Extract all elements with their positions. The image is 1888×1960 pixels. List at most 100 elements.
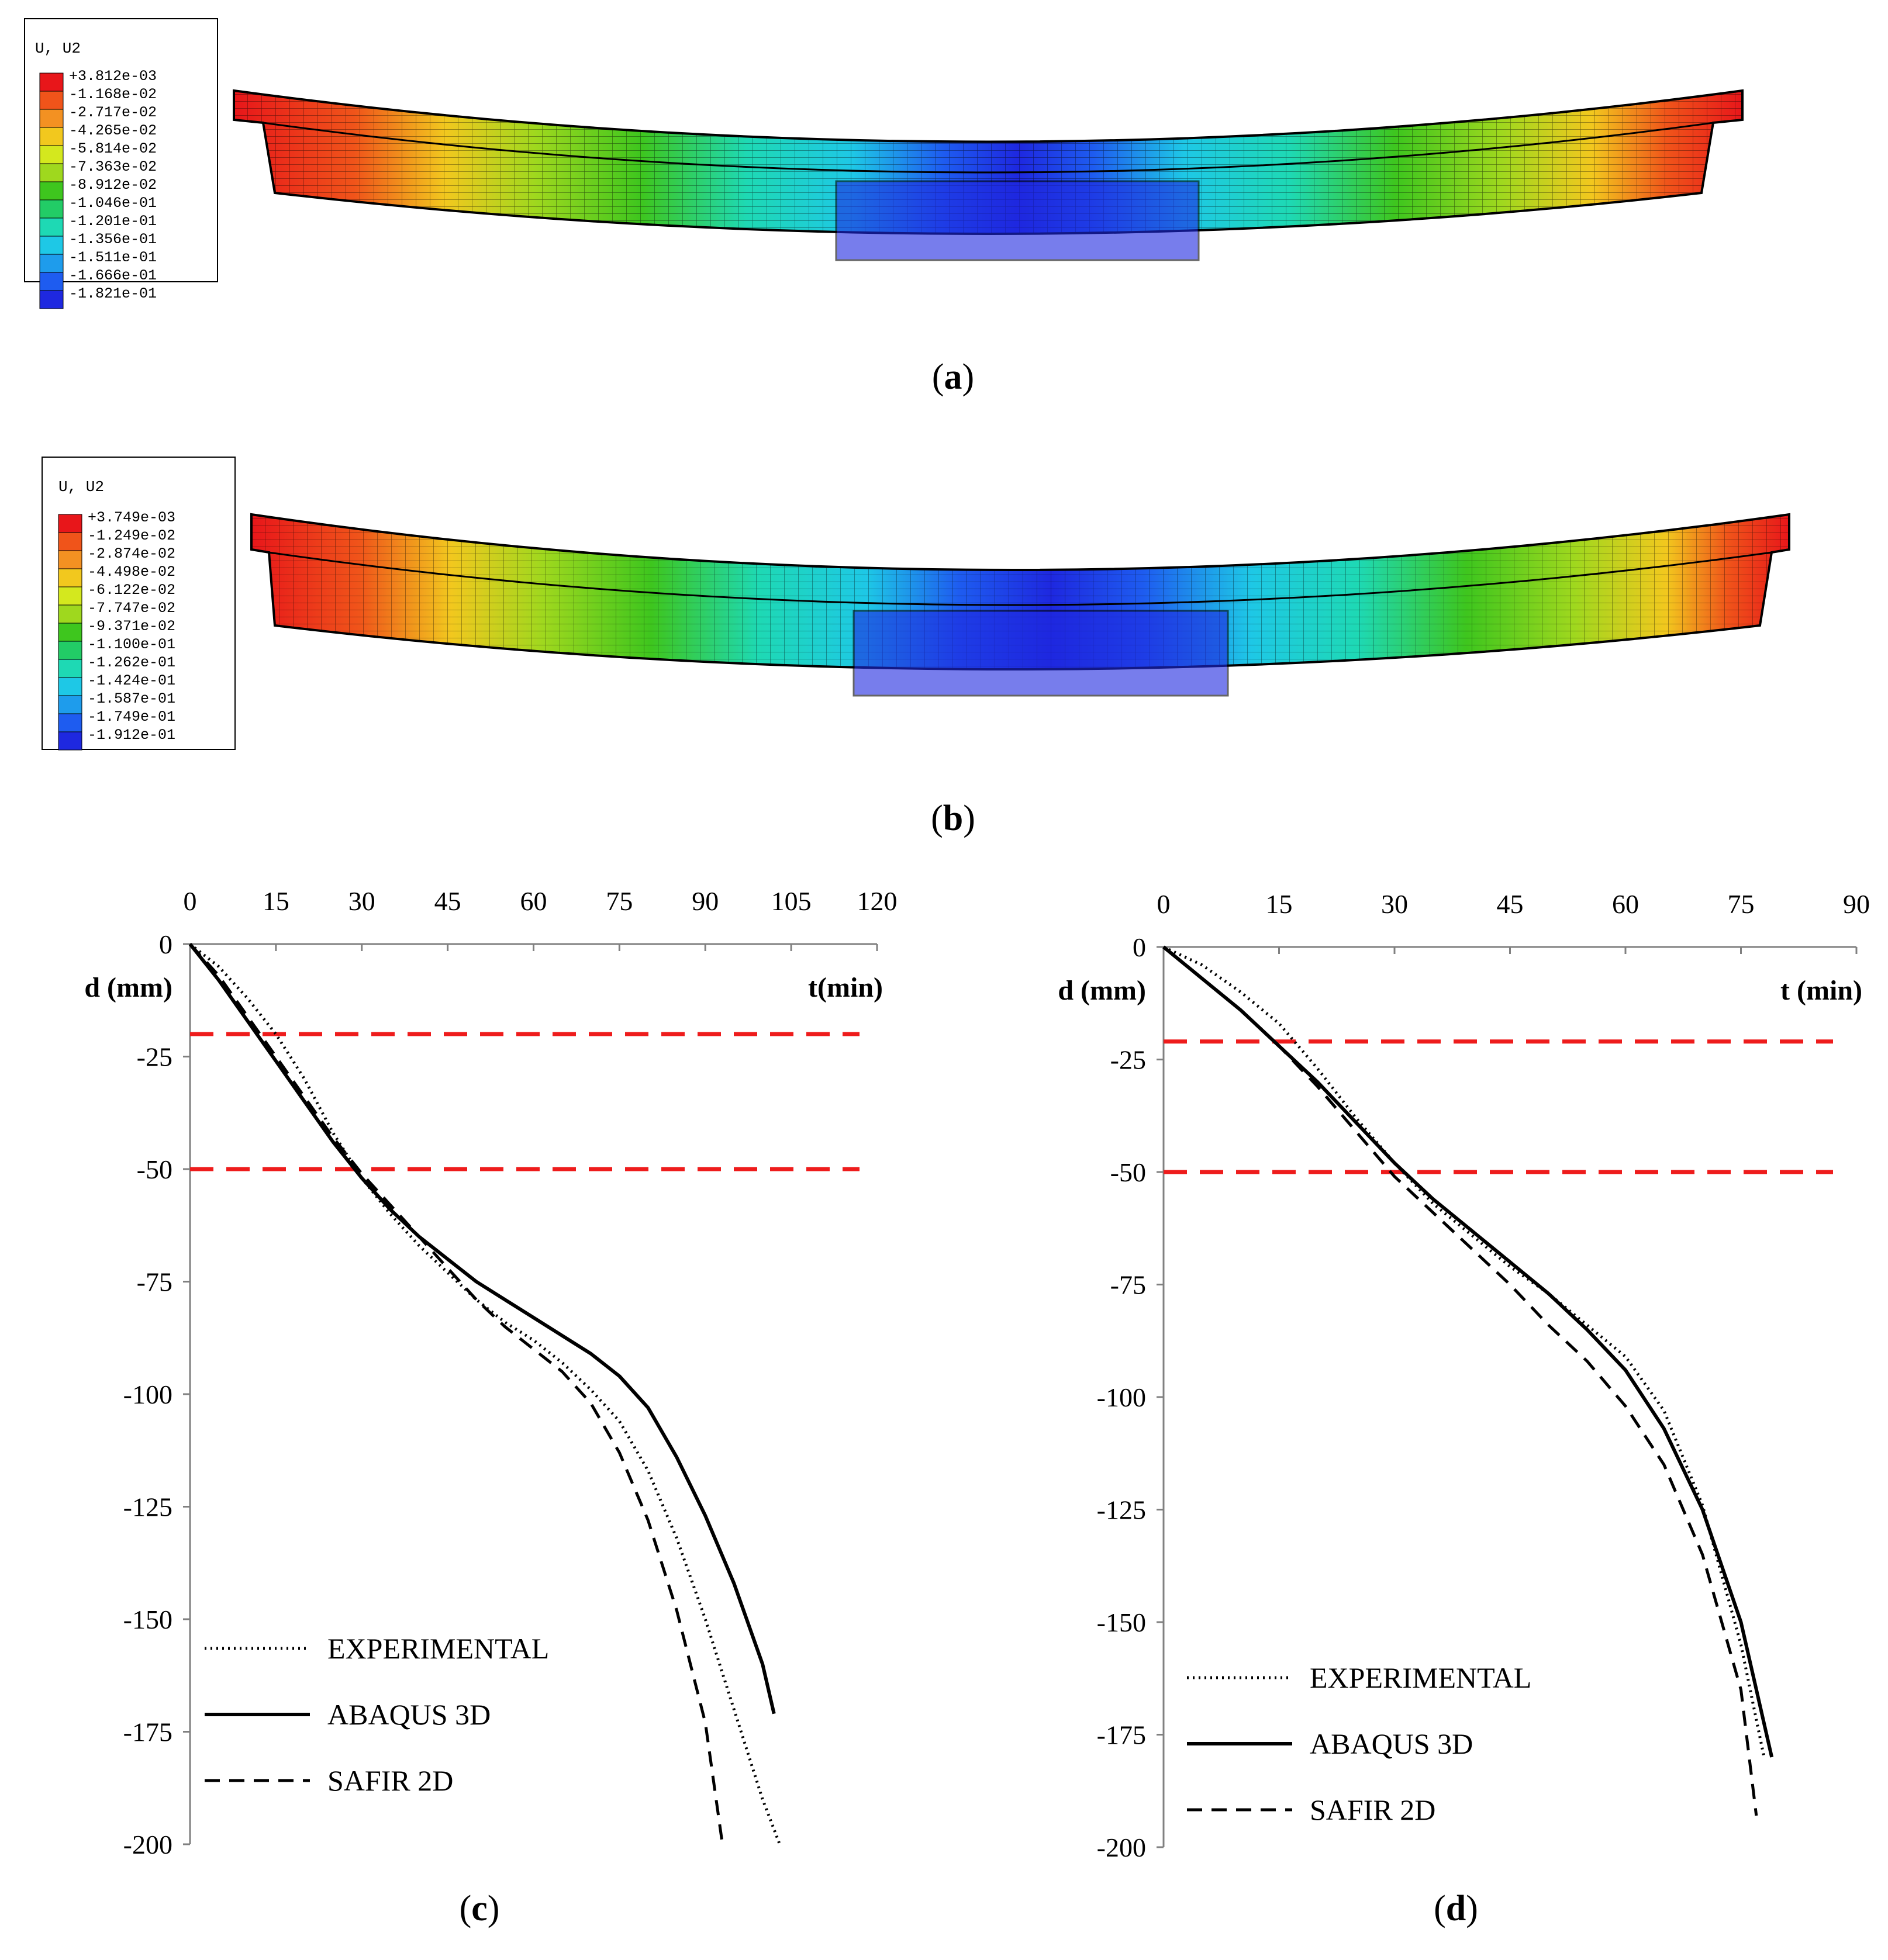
legend-swatch — [58, 514, 82, 533]
x-tick-label: 60 — [520, 886, 547, 916]
legend-title-a: U, U2 — [35, 40, 81, 57]
y-tick-label: -75 — [137, 1267, 172, 1297]
legend-label: SAFIR 2D — [1310, 1793, 1435, 1826]
legend-value: -1.262e-01 — [88, 654, 175, 671]
y-tick-label: 0 — [159, 929, 172, 959]
y-axis-label: d (mm) — [1058, 975, 1146, 1006]
y-tick-label: -25 — [1110, 1045, 1146, 1075]
legend-value: -1.356e-01 — [69, 231, 157, 248]
legend-value: -1.046e-01 — [69, 195, 157, 212]
legend-swatch — [39, 163, 64, 182]
legend-label: SAFIR 2D — [327, 1764, 453, 1797]
legend-swatch — [58, 568, 82, 587]
legend-swatch — [39, 254, 64, 273]
x-tick-label: 105 — [771, 886, 812, 916]
x-tick-label: 15 — [263, 886, 289, 916]
y-tick-label: 0 — [1133, 932, 1146, 962]
legend-value: +3.812e-03 — [69, 68, 157, 85]
legend-label: ABAQUS 3D — [327, 1698, 491, 1731]
legend-value: -2.874e-02 — [88, 545, 175, 562]
series-safir-2d — [189, 943, 724, 1845]
y-tick-label: -100 — [123, 1380, 172, 1409]
x-axis-label: t (min) — [1780, 975, 1862, 1006]
legend-swatch — [58, 532, 82, 551]
legend-value: -2.717e-02 — [69, 104, 157, 121]
legend-swatch — [58, 550, 82, 569]
caption-b: (b) — [931, 798, 975, 838]
y-tick-label: -125 — [1097, 1495, 1146, 1525]
legend-value: -1.821e-01 — [69, 285, 157, 302]
legend-swatch — [58, 623, 82, 642]
legend-value: -7.747e-02 — [88, 600, 175, 617]
x-tick-label: 90 — [692, 886, 719, 916]
color-legend-b: +3.749e-03-1.249e-02-2.874e-02 -4.498e-02… — [58, 509, 175, 751]
contour-panel-b: +3.749e-03-1.249e-02-2.874e-02 -4.498e-02… — [42, 457, 1790, 751]
x-tick-label: 60 — [1612, 889, 1639, 919]
y-tick-label: -200 — [123, 1830, 172, 1859]
x-tick-label: 75 — [606, 886, 633, 916]
legend-swatch — [58, 586, 82, 606]
y-tick-label: -175 — [123, 1717, 172, 1747]
color-legend-a: +3.812e-03-1.168e-02-2.717e-02-4.265e-02… — [39, 68, 157, 309]
x-tick-label: 90 — [1843, 889, 1870, 919]
y-tick-label: -50 — [1110, 1157, 1146, 1187]
legend-value: -1.749e-01 — [88, 708, 175, 725]
legend-swatch — [39, 145, 64, 164]
legend-swatch — [58, 731, 82, 751]
series-abaqus-3d — [1162, 945, 1774, 1758]
x-tick-label: 0 — [1157, 889, 1171, 919]
caption-c: (c) — [459, 1889, 500, 1928]
y-tick-label: -25 — [137, 1042, 172, 1072]
legend-swatch — [39, 72, 64, 92]
legend-swatch — [39, 109, 64, 128]
legend-swatch — [39, 272, 64, 291]
legend-swatch — [58, 604, 82, 624]
legend-swatch — [58, 677, 82, 696]
legend-value: -1.587e-01 — [88, 690, 175, 707]
deflection-chart-c: 0 15 30 45 60 75 90 105 120 0 -25 -50 -75 -100 -125 -15… — [84, 886, 898, 1859]
legend-swatch — [58, 641, 82, 660]
legend-value: -1.912e-01 — [88, 727, 175, 744]
x-tick-label: 0 — [184, 886, 197, 916]
legend-value: -1.424e-01 — [88, 672, 175, 689]
series-safir-2d — [1162, 946, 1758, 1816]
legend-value: -6.122e-02 — [88, 582, 175, 599]
series-experimental — [1162, 945, 1766, 1758]
legend-value: -1.511e-01 — [69, 249, 157, 266]
legend-label: EXPERIMENTAL — [1310, 1661, 1531, 1694]
legend-swatch — [39, 199, 64, 219]
y-tick-label: -200 — [1097, 1833, 1146, 1862]
y-tick-label: -150 — [1097, 1608, 1146, 1637]
legend-value: -1.666e-01 — [69, 267, 157, 284]
legend-swatch — [39, 181, 64, 201]
legend-value: -5.814e-02 — [69, 140, 157, 157]
legend-value: -1.100e-01 — [88, 636, 175, 653]
y-tick-label: -75 — [1110, 1270, 1146, 1300]
x-tick-label: 15 — [1266, 889, 1293, 919]
legend-value: -1.201e-01 — [69, 213, 157, 230]
legend-label: EXPERIMENTAL — [327, 1632, 549, 1665]
caption-a: (a) — [931, 357, 975, 397]
legend-swatch — [39, 236, 64, 255]
contour-panel-a: +3.812e-03-1.168e-02-2.717e-02-4.265e-02… — [24, 18, 1744, 309]
legend-value: -9.371e-02 — [88, 618, 175, 635]
deflection-chart-d: 0 15 30 45 60 75 90 0 -25 -50 -75 -100 -125 -150 -175 -… — [1058, 889, 1870, 1862]
series-abaqus-3d — [188, 943, 776, 1714]
y-tick-label: -100 — [1097, 1382, 1146, 1412]
x-tick-label: 45 — [434, 886, 461, 916]
legend-swatch — [58, 713, 82, 732]
legend-swatch — [58, 695, 82, 714]
legend-swatch — [39, 217, 64, 237]
y-tick-label: -175 — [1097, 1720, 1146, 1750]
legend-title-b: U, U2 — [58, 478, 104, 496]
x-tick-label: 30 — [1381, 889, 1408, 919]
y-axis-label: d (mm) — [84, 972, 172, 1003]
deformed-beam-b — [250, 513, 1790, 697]
x-tick-label: 45 — [1497, 889, 1524, 919]
x-tick-label: 30 — [348, 886, 375, 916]
legend-swatch — [39, 290, 64, 309]
x-axis-label: t(min) — [808, 972, 883, 1003]
legend-value: -1.168e-02 — [69, 86, 157, 103]
y-tick-label: -150 — [123, 1605, 172, 1634]
x-tick-label: 120 — [857, 886, 898, 916]
